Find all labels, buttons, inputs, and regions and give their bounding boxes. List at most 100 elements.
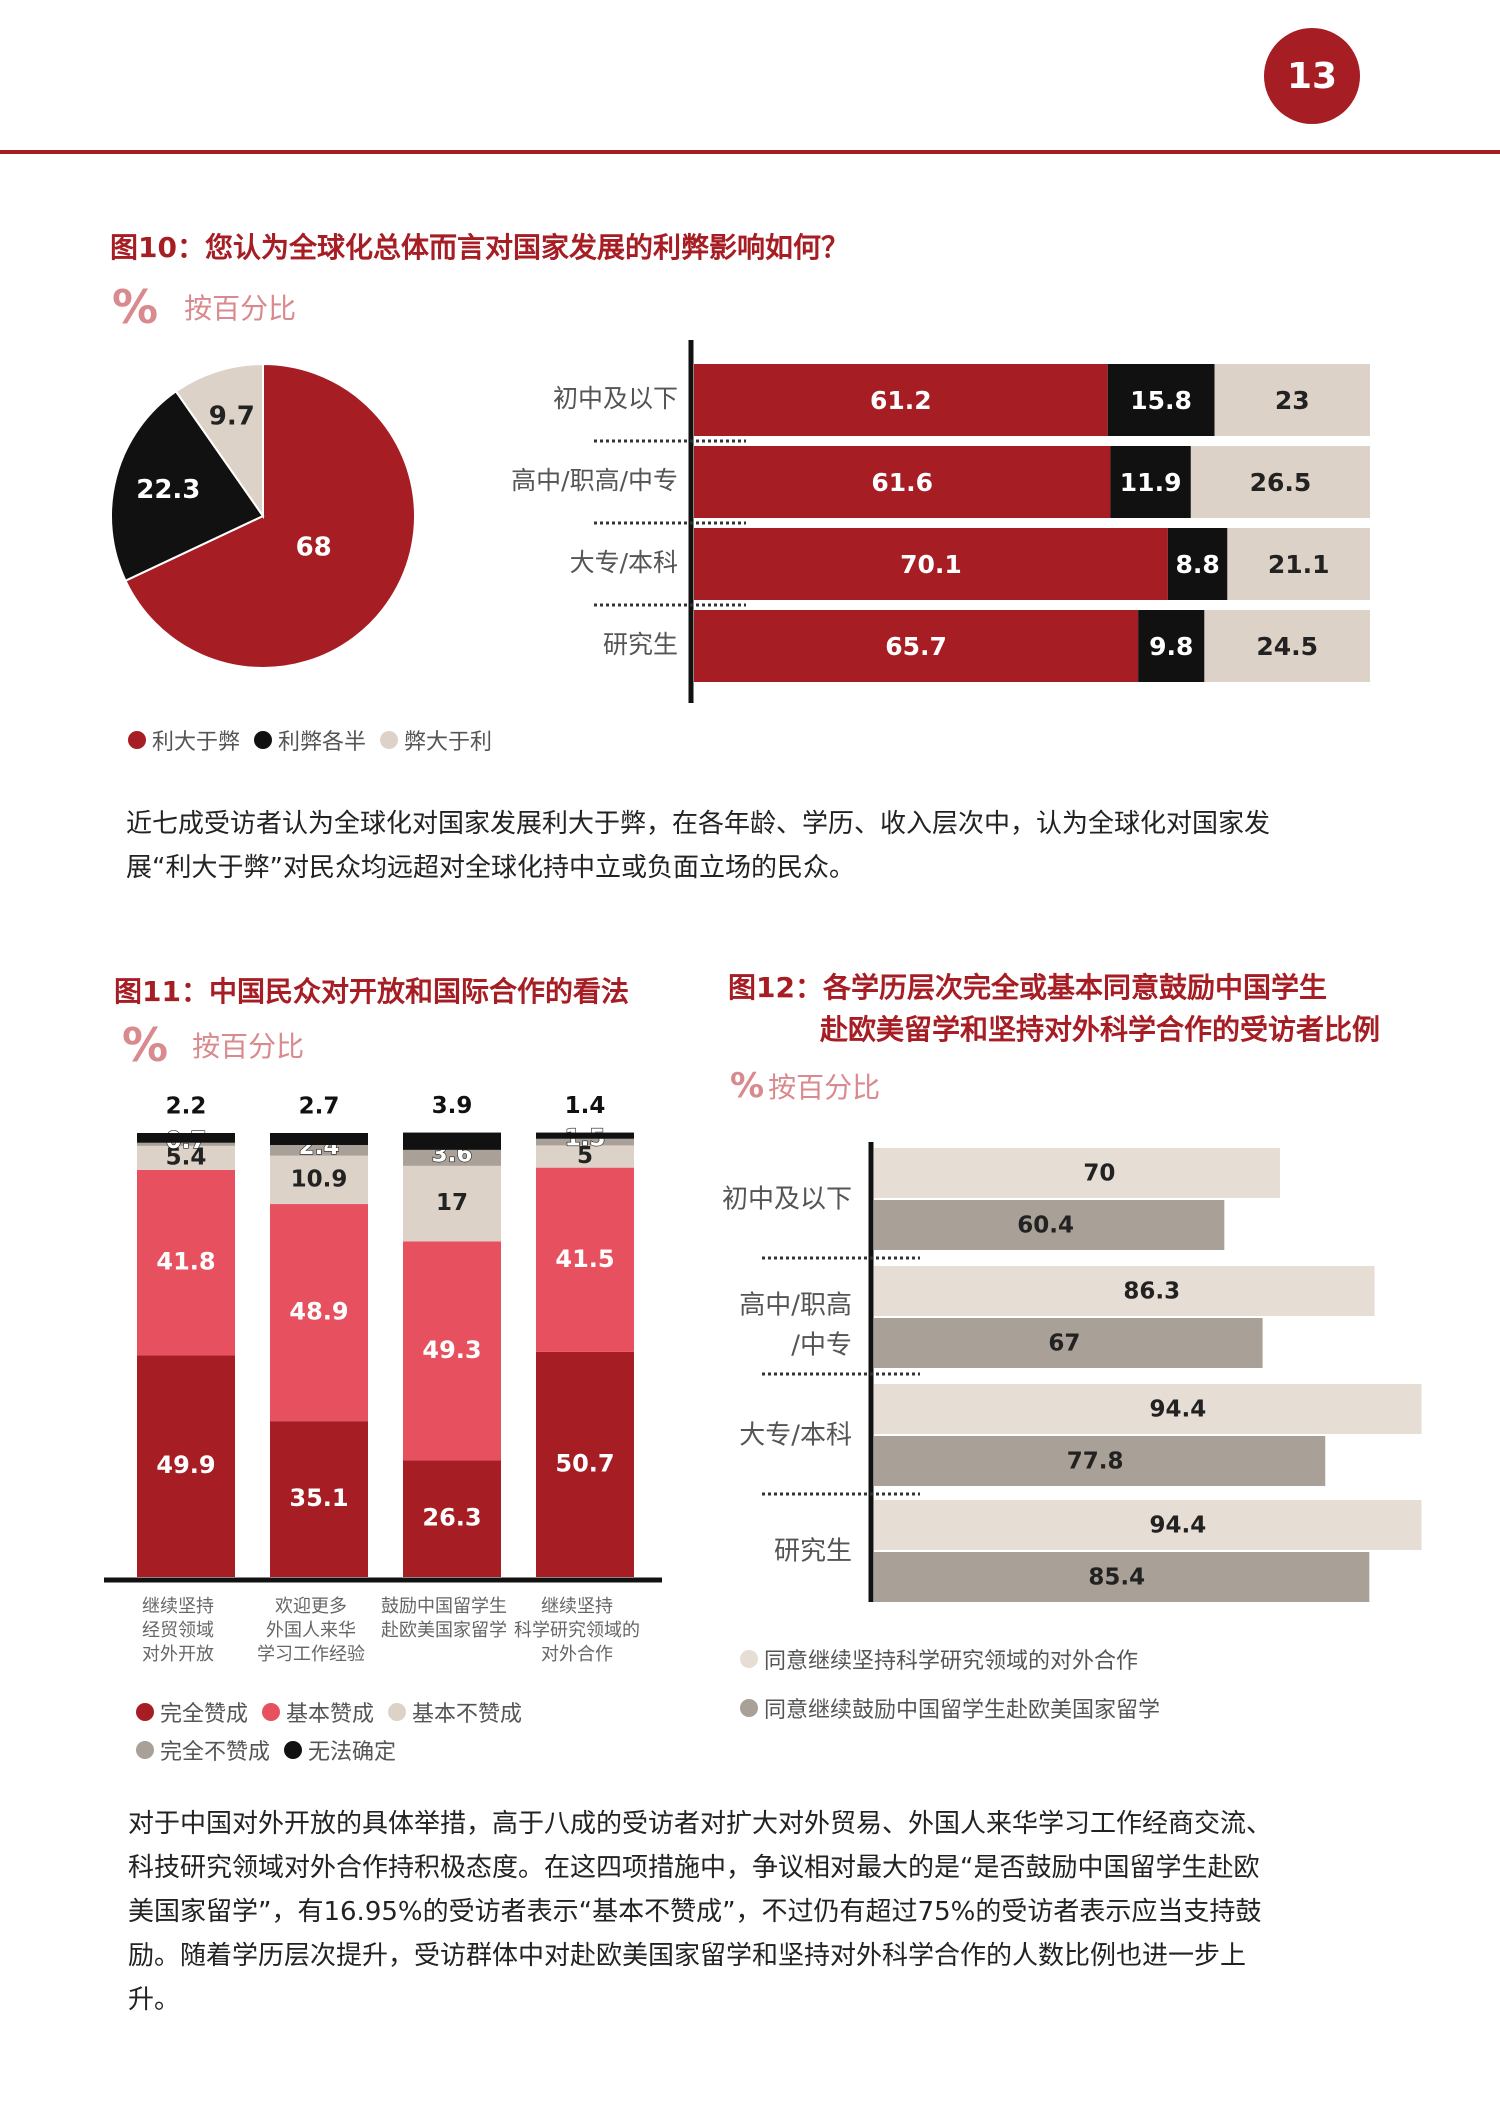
- bar-value-label: 77.8: [1067, 1449, 1124, 1475]
- pie-slice-label: 9.7: [209, 401, 255, 431]
- legend-label: 基本不赞成: [412, 1702, 523, 1727]
- bar-value-label: 26.3: [422, 1504, 481, 1532]
- bar-value-label: 11.9: [1120, 468, 1182, 497]
- bar-value-label: 61.6: [871, 468, 933, 497]
- bar-value-label: 70.1: [900, 550, 962, 579]
- legend-dot-icon: [136, 1703, 154, 1721]
- fig11-title: 图11：中国民众对开放和国际合作的看法: [114, 975, 629, 1008]
- bar-value-label: 15.8: [1130, 386, 1192, 415]
- category-label: /中专: [791, 1331, 852, 1361]
- fig12-unit: % 按百分比: [730, 1066, 880, 1106]
- paragraph-1-line: 展“利大于弊”对民众均远超对全球化持中立或负面立场的民众。: [126, 853, 855, 883]
- bar-value-label: 49.9: [156, 1451, 215, 1479]
- fig10-unit-label: 按百分比: [184, 292, 297, 325]
- bar-segment: [536, 1351, 634, 1577]
- bar-value-label: 1.4: [565, 1093, 606, 1119]
- paragraph-2-line: 励。随着学历层次提升，受访群体中对赴欧美国家留学和坚持对外科学合作的人数比例也进…: [128, 1941, 1247, 1971]
- bar-segment: [270, 1204, 368, 1422]
- bar-value-label: 49.3: [422, 1336, 481, 1364]
- legend-dot-icon: [740, 1650, 758, 1668]
- bar-value-label: 70: [1083, 1161, 1115, 1187]
- legend-dot-icon: [136, 1741, 154, 1759]
- bar-segment: [536, 1132, 634, 1139]
- legend-label: 利大于弊: [152, 730, 241, 755]
- bar-value-label: 41.8: [156, 1248, 215, 1276]
- category-label: 大专/本科: [739, 1421, 852, 1451]
- legend-label: 弊大于利: [404, 730, 493, 755]
- category-label: 研究生: [774, 1537, 852, 1567]
- bar-segment: [1227, 528, 1370, 600]
- legend-item: 利大于弊: [128, 724, 240, 756]
- legend-item: 完全赞成: [136, 1696, 248, 1728]
- bar-segment: [1107, 364, 1215, 436]
- bar-segment: [536, 1145, 634, 1168]
- bar: [874, 1318, 1263, 1368]
- category-label: 大专/本科: [570, 548, 678, 577]
- bar-value-label: 24.5: [1256, 632, 1318, 661]
- legend-item: 利弊各半: [254, 724, 366, 756]
- bar-segment: [694, 610, 1139, 682]
- bar-segment: [137, 1355, 235, 1577]
- legend-item: 弊大于利: [380, 724, 492, 756]
- legend-item: 完全不赞成: [136, 1734, 270, 1766]
- bar-segment: [137, 1142, 235, 1146]
- bar-value-label: 50.7: [555, 1449, 614, 1477]
- bar-value-label: 60.4: [1017, 1213, 1074, 1239]
- bar: [874, 1384, 1422, 1434]
- fig11-legend-row1: 完全赞成 基本赞成 基本不赞成: [136, 1696, 536, 1728]
- legend-dot-icon: [284, 1741, 303, 1759]
- paragraph-2-line: 美国家留学”，有16.95%的受访者表示“基本不赞成”，不过仍有超过75%的受访…: [128, 1897, 1262, 1927]
- legend-item: 同意继续坚持科学研究领域的对外合作: [740, 1643, 1138, 1675]
- bar-value-label: 65.7: [885, 632, 947, 661]
- category-label: 初中及以下: [553, 384, 678, 413]
- legend-label: 同意继续坚持科学研究领域的对外合作: [764, 1649, 1139, 1674]
- bar-value-label: 2.4: [299, 1134, 340, 1160]
- category-label: 赴欧美国家留学: [381, 1620, 507, 1641]
- paragraph-2: 对于中国对外开放的具体举措，高于八成的受访者对扩大对外贸易、外国人来华学习工作经…: [128, 1802, 1428, 2022]
- legend-dot-icon: [380, 731, 399, 749]
- category-label: 对外开放: [142, 1644, 214, 1665]
- bar-segment: [270, 1421, 368, 1577]
- bar-value-label: 94.4: [1149, 1513, 1206, 1539]
- bar-segment: [536, 1138, 634, 1146]
- bar-segment: [1110, 446, 1191, 518]
- category-label: 继续坚持: [541, 1596, 613, 1617]
- bar: [874, 1200, 1225, 1250]
- bar-segment: [1190, 446, 1370, 518]
- pie-slice-label: 22.3: [136, 475, 200, 505]
- category-label: 科学研究领域的: [514, 1620, 640, 1641]
- percent-icon: %: [122, 1018, 169, 1072]
- legend-dot-icon: [254, 731, 273, 749]
- bar-value-label: 85.4: [1088, 1565, 1145, 1591]
- bar-segment: [403, 1149, 501, 1166]
- bar-value-label: 3.6: [432, 1141, 473, 1167]
- bar-value-label: 41.5: [555, 1245, 614, 1273]
- legend-label: 完全赞成: [160, 1702, 249, 1727]
- fig10-bar-chart: 61.2 15.8 23 初中及以下 61.6 11.9 26.5 高中/职高/中专 70.1 8…: [511, 340, 1370, 703]
- legend-dot-icon: [262, 1703, 281, 1721]
- bar-value-label: 5.4: [166, 1144, 207, 1170]
- bar: [874, 1436, 1326, 1486]
- paragraph-2-line: 升。: [128, 1985, 181, 2015]
- fig10-legend: 利大于弊 利弊各半 弊大于利: [128, 724, 506, 756]
- bar-segment: [403, 1241, 501, 1461]
- fig12-unit-label: 按百分比: [768, 1071, 881, 1104]
- legend-item: 无法确定: [284, 1734, 396, 1766]
- bar-value-label: 35.1: [289, 1484, 348, 1512]
- bar-value-label: 23: [1275, 386, 1310, 415]
- legend-label: 利弊各半: [278, 730, 367, 755]
- legend-item: 基本赞成: [262, 1696, 374, 1728]
- bar-value-label: 21.1: [1268, 550, 1330, 579]
- legend-item: 基本不赞成: [388, 1696, 522, 1728]
- category-label: 欢迎更多: [275, 1596, 347, 1617]
- bar-segment: [270, 1133, 368, 1145]
- bar-value-label: 8.8: [1175, 550, 1219, 579]
- category-label: 高中/职高: [739, 1291, 852, 1321]
- bar-segment: [403, 1165, 501, 1242]
- bar-segment: [1214, 364, 1370, 436]
- bar-value-label: 5: [577, 1143, 593, 1169]
- bar-value-label: 0.7: [166, 1128, 207, 1154]
- bar-segment: [1138, 610, 1205, 682]
- legend-label: 完全不赞成: [160, 1740, 271, 1765]
